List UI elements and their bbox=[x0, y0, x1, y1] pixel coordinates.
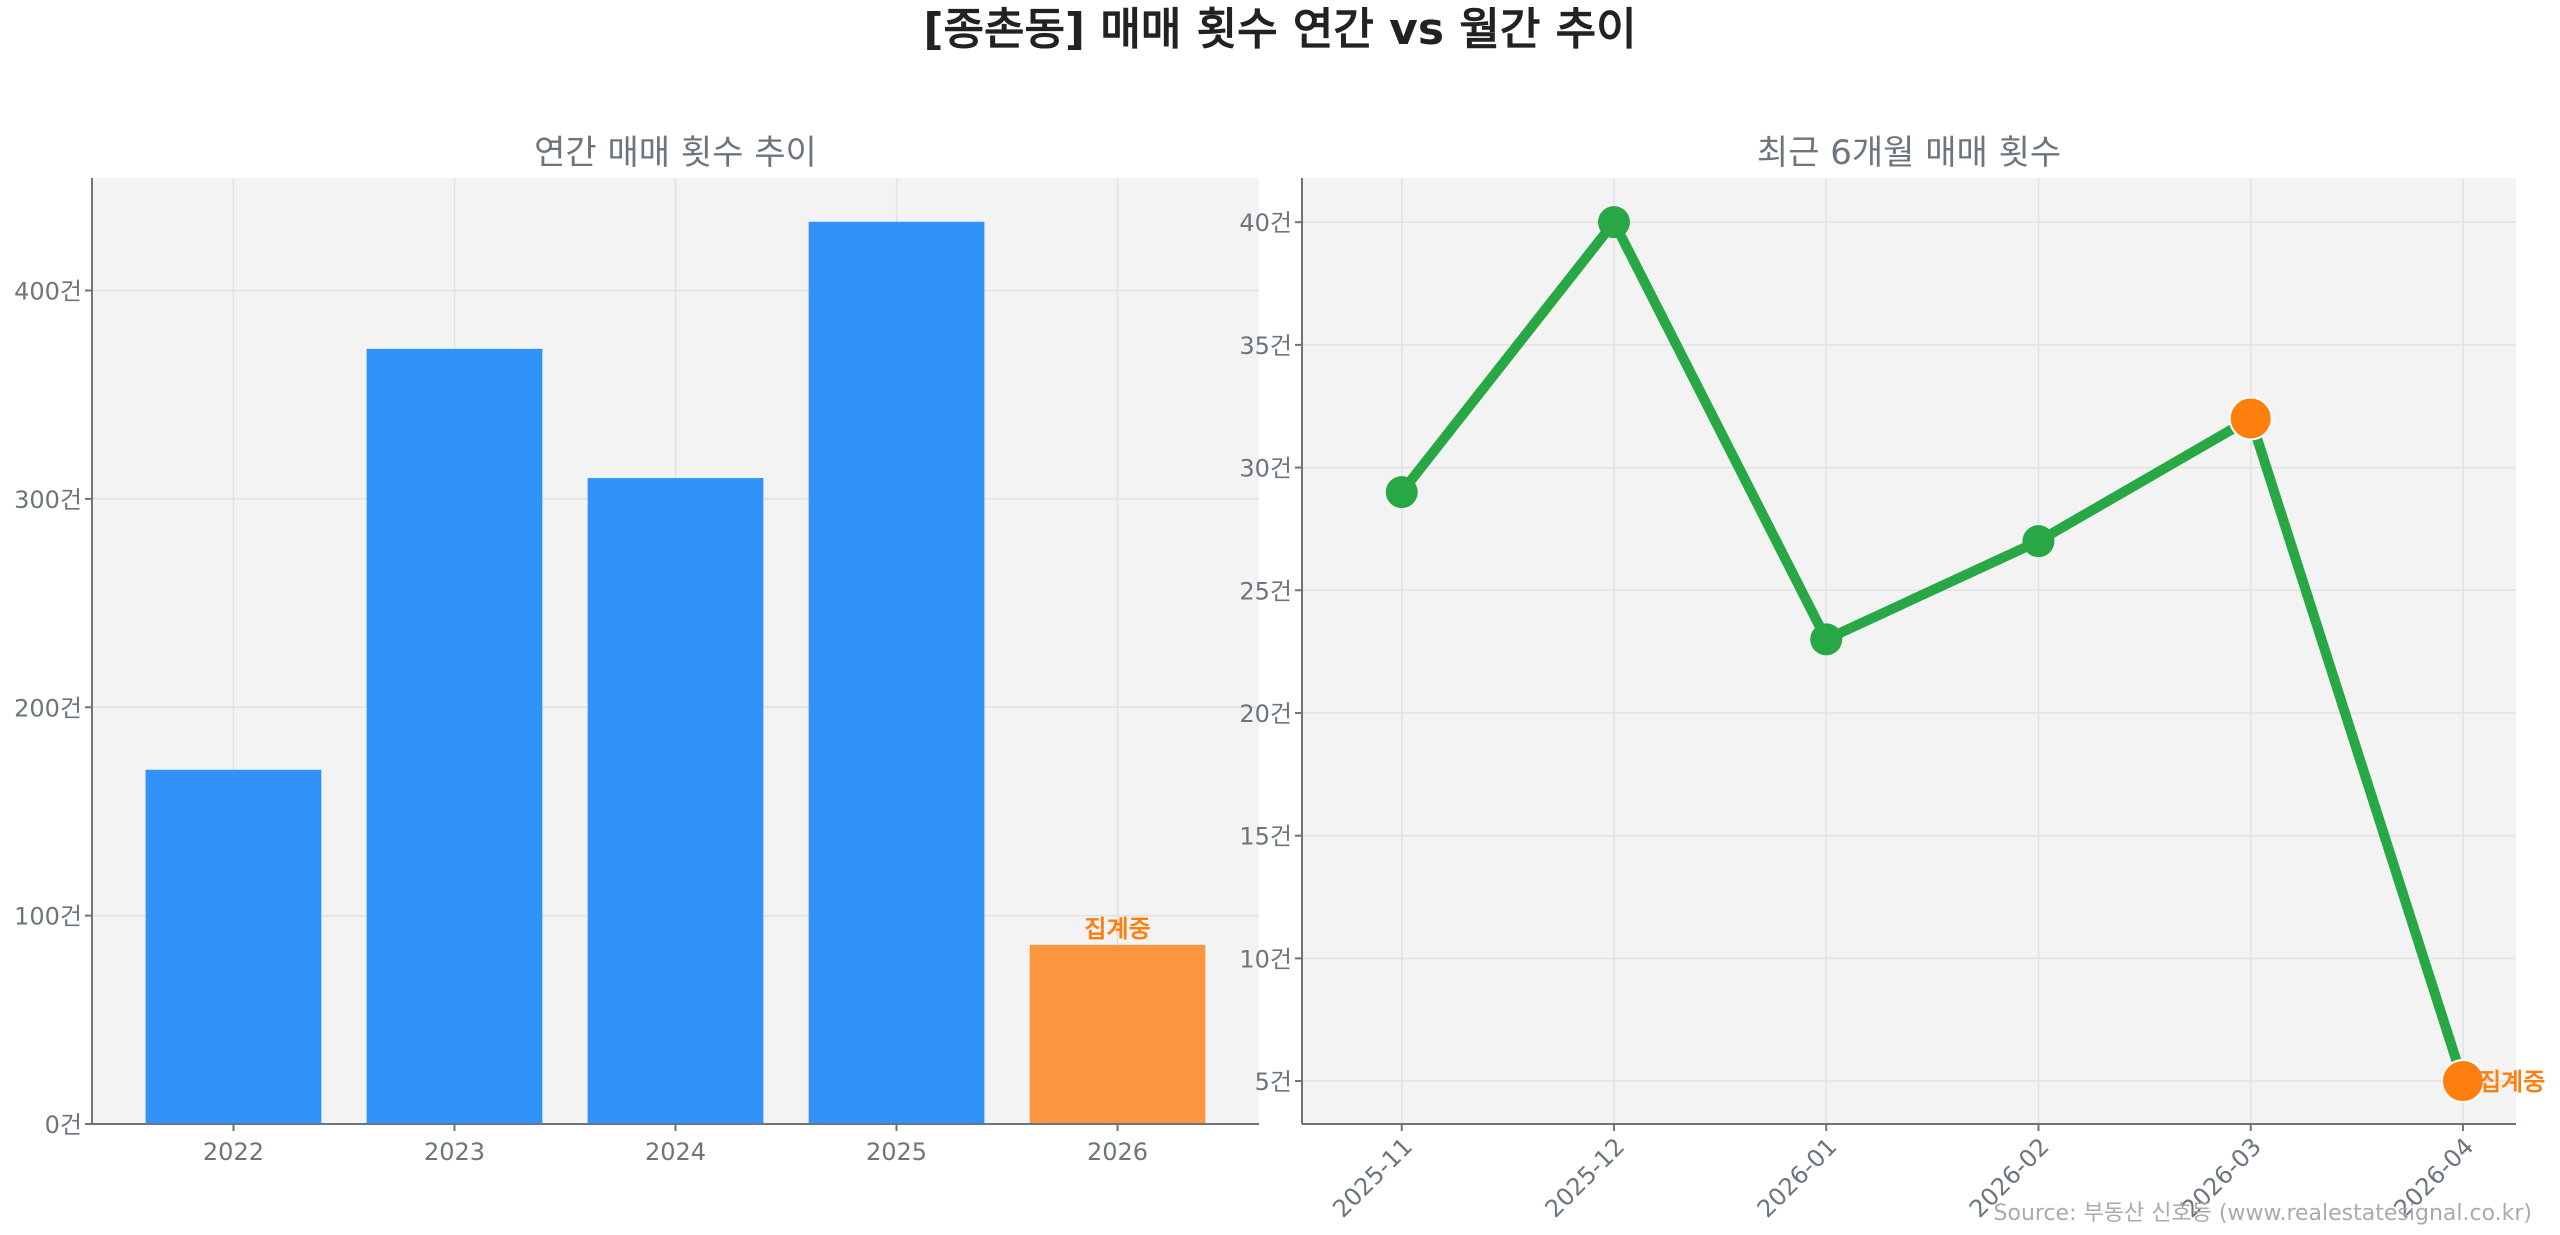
y-tick-label: 10건 bbox=[1239, 945, 1292, 973]
data-point-2026-02 bbox=[2022, 525, 2055, 558]
chart-title: 최근 6개월 매매 횟수 bbox=[1757, 133, 2061, 173]
x-tick-label: 2026-01 bbox=[1752, 1132, 1843, 1223]
source-note: Source: 부동산 신호등 (www.realestatesignal.co… bbox=[1994, 1201, 2532, 1226]
point-annotation: 집계중 bbox=[2479, 1068, 2545, 1096]
y-tick-label: 40건 bbox=[1239, 209, 1292, 237]
bar-2026 bbox=[1029, 944, 1206, 1124]
y-tick-label: 30건 bbox=[1239, 455, 1292, 483]
data-point-2026-03 bbox=[2228, 396, 2273, 441]
y-tick-label: 35건 bbox=[1239, 332, 1292, 360]
bar-annotation: 집계중 bbox=[1084, 915, 1150, 943]
data-point-2025-12 bbox=[1597, 206, 1630, 239]
bar-2025 bbox=[808, 221, 985, 1125]
y-tick-label: 25건 bbox=[1239, 577, 1292, 605]
y-tick-label: 0건 bbox=[45, 1111, 82, 1139]
data-point-2025-11 bbox=[1385, 476, 1418, 509]
data-point-2026-04 bbox=[2440, 1059, 2485, 1104]
plot-area bbox=[1302, 178, 2516, 1124]
x-tick-label: 2025-12 bbox=[1540, 1132, 1631, 1223]
data-point-2026-01 bbox=[1810, 623, 1843, 656]
y-tick-label: 300건 bbox=[14, 486, 82, 514]
x-tick-label: 2025-11 bbox=[1327, 1132, 1418, 1223]
y-tick-label: 20건 bbox=[1239, 700, 1292, 728]
bar-2023 bbox=[366, 348, 543, 1125]
y-tick-label: 5건 bbox=[1255, 1068, 1292, 1096]
x-tick-label: 2024 bbox=[645, 1138, 706, 1166]
x-tick-label: 2022 bbox=[203, 1138, 264, 1166]
y-tick-label: 100건 bbox=[14, 903, 82, 931]
x-tick-label: 2026 bbox=[1087, 1138, 1148, 1166]
bar-2024 bbox=[587, 478, 764, 1124]
bar-2022 bbox=[145, 769, 322, 1124]
series-line bbox=[1397, 217, 2468, 1083]
y-tick-label: 400건 bbox=[14, 278, 82, 306]
x-tick-label: 2023 bbox=[424, 1138, 485, 1166]
x-tick-label: 2025 bbox=[866, 1138, 927, 1166]
figure-title: [종촌동] 매매 횟수 연간 vs 월간 추이 bbox=[923, 4, 1636, 55]
chart-title: 연간 매매 횟수 추이 bbox=[534, 133, 817, 173]
y-tick-label: 200건 bbox=[14, 694, 82, 722]
y-tick-label: 15건 bbox=[1239, 823, 1292, 851]
